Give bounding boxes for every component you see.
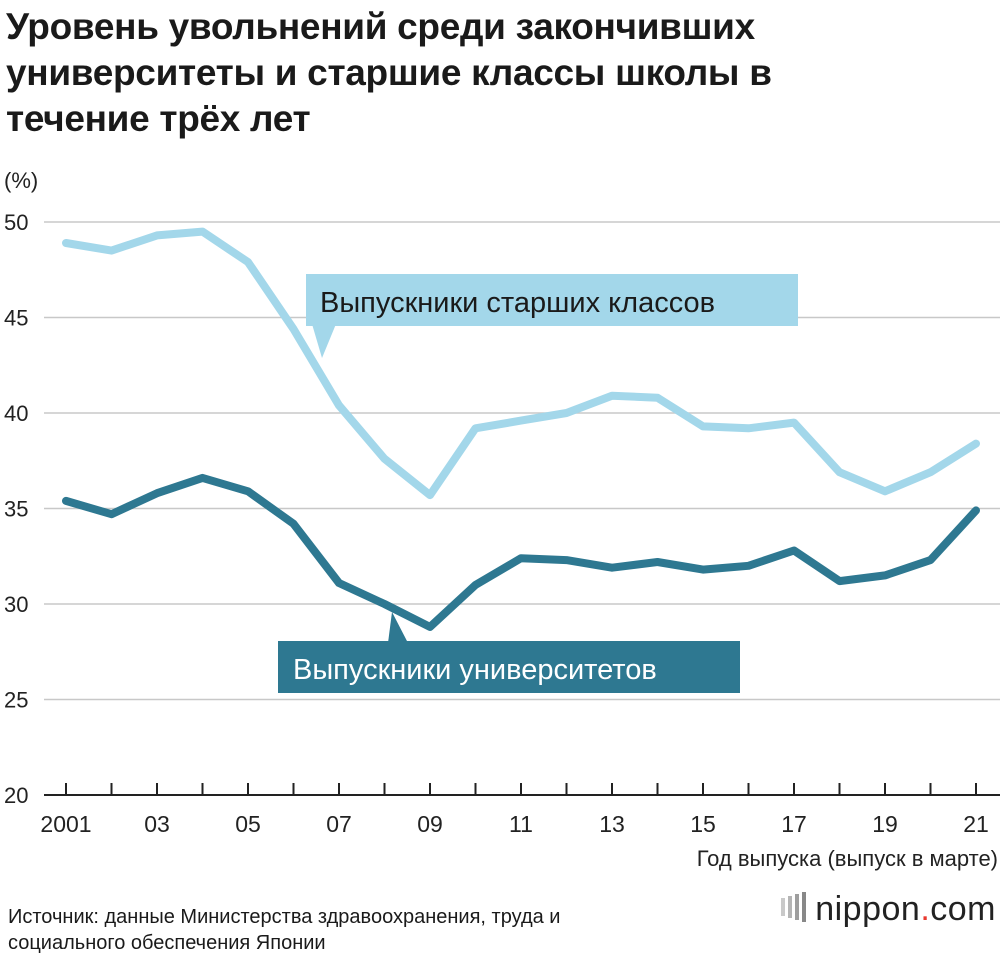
y-tick-label: 50	[4, 210, 28, 235]
y-tick-label: 45	[4, 306, 28, 331]
legend-callout-university: Выпускники университетов	[278, 612, 740, 693]
x-tick-label: 05	[235, 811, 261, 837]
brand-logo: nippon.com	[781, 890, 996, 929]
legend-callout-highschool: Выпускники старших классов	[306, 274, 798, 358]
chart-title-line: Уровень увольнений среди закончивших	[6, 6, 755, 47]
source-line: социального обеспечения Японии	[8, 932, 326, 954]
x-axis-label: Год выпуска (выпуск в марте)	[697, 846, 998, 871]
x-tick-label: 11	[509, 811, 533, 837]
x-tick-label: 09	[417, 811, 443, 837]
source-note: Источник: данные Министерства здравоохра…	[8, 904, 560, 956]
y-tick-labels: 20 25 30 35 40 45 50	[4, 210, 28, 808]
series-line-highschool	[62, 227, 980, 500]
legend-label-highschool: Выпускники старших классов	[320, 287, 715, 319]
legend-label-university: Выпускники университетов	[293, 654, 657, 686]
legend-callout-university-box	[278, 641, 740, 693]
legend-callout-highschool-pointer	[312, 324, 336, 358]
series-lines	[62, 227, 980, 631]
legend-callout-university-pointer	[388, 612, 408, 643]
brand-name: nippon	[815, 890, 921, 928]
x-tick-label: 07	[326, 811, 352, 837]
y-tick-label: 30	[4, 592, 28, 617]
series-line-university	[62, 473, 980, 631]
chart-title-line: течение трёх лет	[6, 98, 311, 139]
brand-tld: com	[930, 890, 996, 928]
source-line: Источник: данные Министерства здравоохра…	[8, 906, 561, 928]
y-tick-label: 20	[4, 783, 28, 808]
legend-callout-highschool-box	[306, 274, 798, 326]
chart-title: Уровень увольнений среди закончивших уни…	[6, 4, 986, 142]
y-tick-label: 35	[4, 497, 28, 522]
x-ticks: 2001 03 05 07 09 11 13 15 17 19 21	[40, 783, 989, 837]
x-tick-label: 21	[963, 811, 989, 837]
brand-mark-icon	[781, 892, 807, 922]
grid-lines	[44, 221, 1000, 796]
x-tick-label: 03	[144, 811, 170, 837]
x-tick-label: 2001	[40, 811, 91, 837]
x-tick-label: 13	[599, 811, 625, 837]
x-tick-label: 17	[781, 811, 807, 837]
chart-title-line: университеты и старшие классы школы в	[6, 52, 772, 93]
x-tick-label: 19	[872, 811, 898, 837]
y-tick-label: 25	[4, 688, 28, 713]
brand-dot: .	[920, 890, 931, 928]
y-tick-label: 40	[4, 401, 28, 426]
y-axis-label: (%)	[4, 168, 38, 193]
x-tick-label: 15	[690, 811, 716, 837]
